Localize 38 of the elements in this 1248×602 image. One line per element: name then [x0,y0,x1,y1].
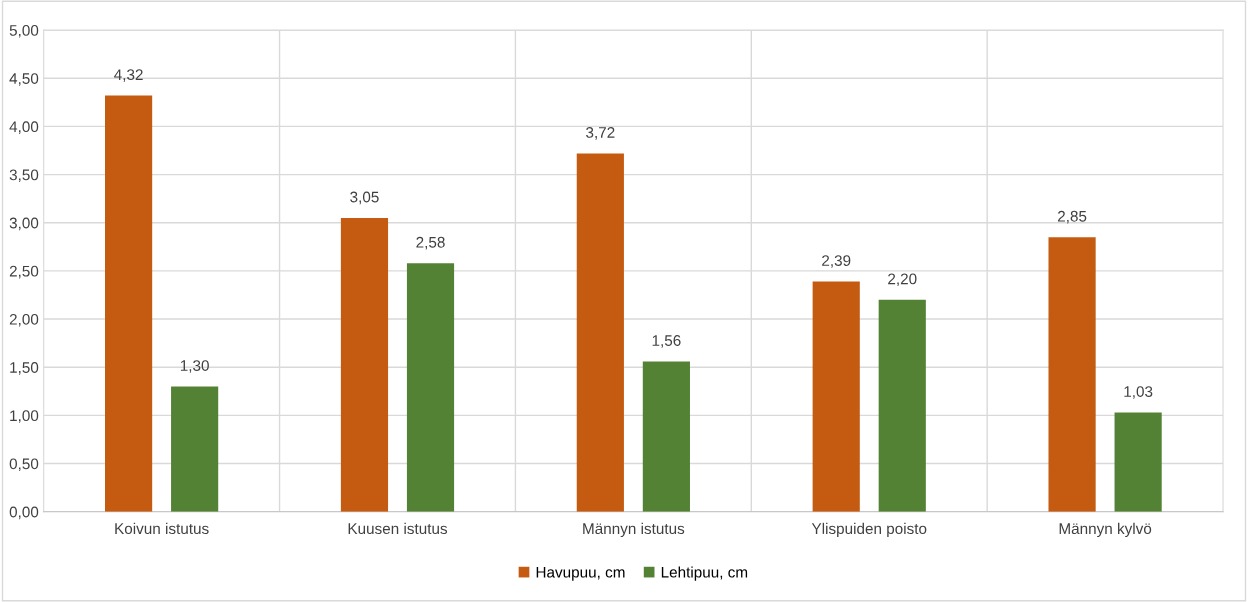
bar [1114,412,1162,512]
data-label: 2,20 [888,273,917,287]
y-tick-label: 4,00 [9,121,39,134]
bar [171,386,219,512]
y-tick-label: 3,50 [9,169,39,183]
data-label: 2,39 [822,255,851,268]
x-tick-label: Koivun istutus [115,522,209,535]
data-label: 4,32 [114,69,143,82]
y-tick-label: 0,00 [9,506,39,520]
y-tick-label: 1,50 [10,362,39,375]
y-tick-label: 1,00 [10,410,39,423]
legend-label: Lehtipuu, cm [661,566,748,581]
data-label: 2,85 [1057,210,1087,224]
data-label: 2,58 [416,236,445,250]
bar [1048,237,1096,512]
bar [105,95,153,512]
bar [406,263,455,512]
x-tick-label: Kuusen istutus [348,522,448,535]
data-label: 3,05 [350,191,379,205]
bar [642,361,690,512]
data-label: 1,30 [180,360,209,373]
data-label: 1,03 [1124,386,1153,399]
x-tick-label: Männyn kylvö [1059,522,1152,538]
legend-label: Havupuu, cm [536,566,625,581]
bar [878,299,926,512]
bar [340,217,389,512]
y-tick-label: 0,50 [9,458,39,472]
y-tick-label: 2,50 [9,265,39,279]
x-tick-label: Männyn istutus [583,522,685,538]
y-tick-label: 5,00 [9,24,39,38]
y-tick-label: 3,00 [9,217,39,231]
y-tick-label: 2,00 [9,313,39,327]
data-label: 3,72 [586,127,615,140]
x-tick-label: Ylispuiden poisto [811,522,927,538]
bar [812,281,860,512]
y-tick-label: 4,50 [9,73,39,86]
bar [576,153,624,512]
data-label: 1,56 [652,335,681,348]
